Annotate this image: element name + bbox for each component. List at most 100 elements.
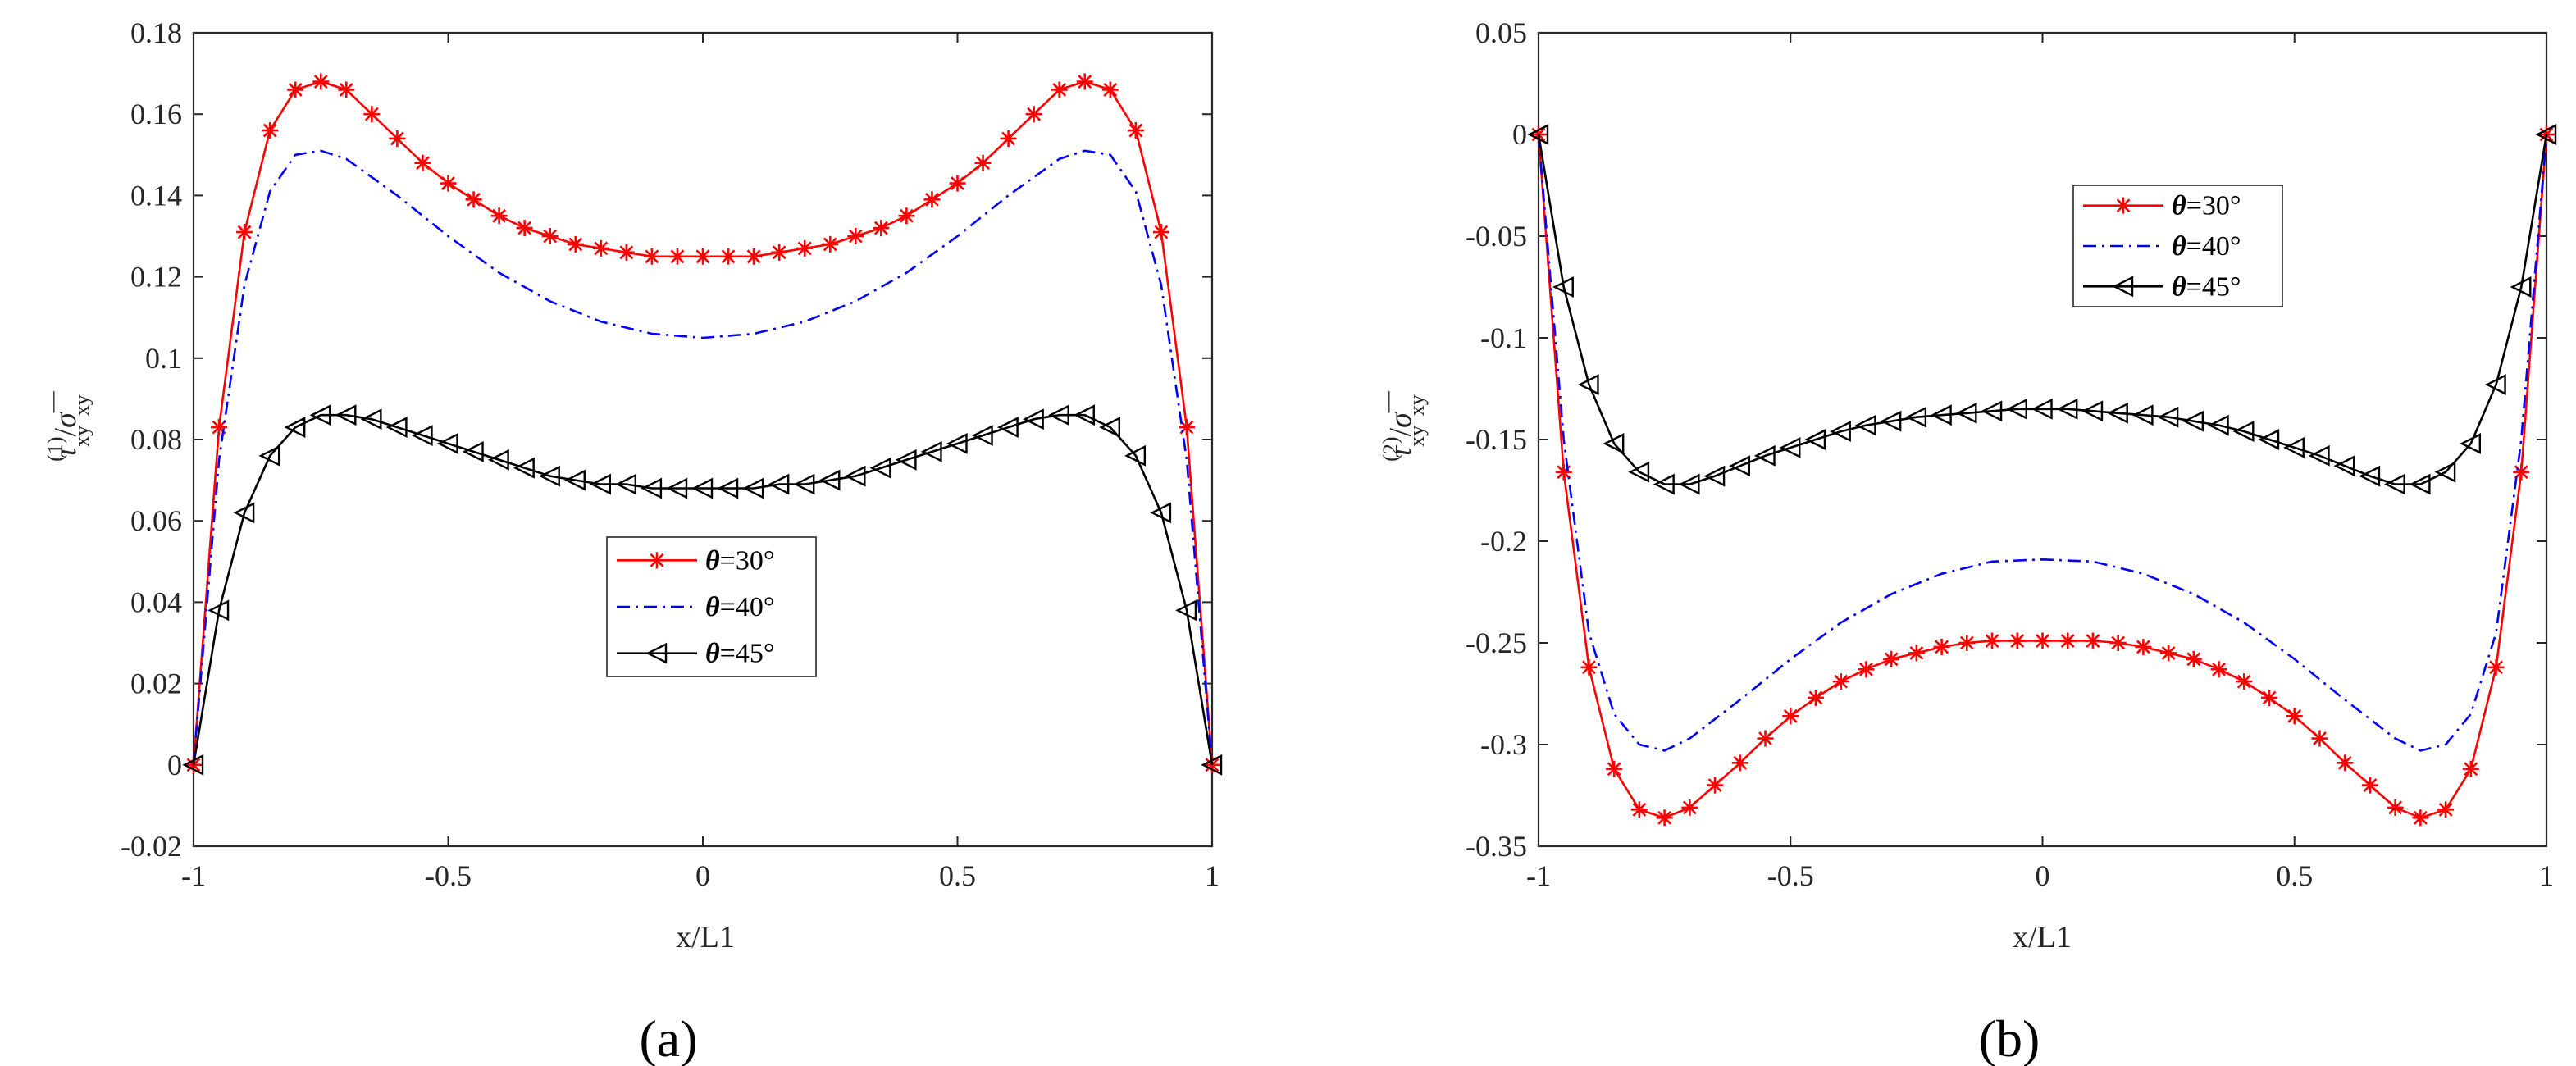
data-point-marker <box>360 408 382 430</box>
data-point-marker <box>1804 429 1826 450</box>
y-label-sub-b: xy <box>1405 426 1429 447</box>
data-point-marker <box>312 73 330 90</box>
y-tick-label: -0.35 <box>1466 830 1527 863</box>
data-point-marker <box>2258 429 2280 450</box>
data-point-marker <box>1552 276 1574 298</box>
data-point-marker <box>2182 410 2204 432</box>
data-point-marker <box>2513 463 2530 481</box>
y-tick-label: 0.16 <box>130 98 182 130</box>
data-point-marker <box>2359 465 2381 487</box>
data-point-marker <box>2006 398 2027 420</box>
y-tick-label: 0 <box>167 749 182 781</box>
data-point-marker <box>2031 398 2053 420</box>
data-point-marker <box>996 417 1019 439</box>
data-point-marker <box>974 154 992 171</box>
data-point-marker <box>2185 650 2202 667</box>
legend-label: θ=40° <box>2172 231 2241 262</box>
data-point-marker <box>1703 465 1726 487</box>
axes-box <box>1537 31 2548 848</box>
series-line-40 <box>192 149 1214 765</box>
legend-label: θ=45° <box>705 639 774 669</box>
data-point-marker <box>2056 398 2078 420</box>
data-point-marker <box>335 404 357 426</box>
data-point-marker <box>211 419 228 436</box>
data-point-marker <box>1908 645 1925 662</box>
legend-var: θ <box>2172 231 2186 262</box>
y-tick-label: 0.06 <box>130 504 182 537</box>
data-point-marker <box>2535 124 2557 145</box>
y-axis-label-a: τxy(1)/σ— xy <box>40 390 93 462</box>
data-point-marker <box>1933 638 1950 655</box>
data-point-marker <box>182 754 204 776</box>
y-axis-label-b: τxy(2)/σ— xy <box>1375 390 1429 462</box>
y-tick-label: -0.25 <box>1466 626 1527 659</box>
data-point-marker <box>796 239 814 257</box>
data-point-marker <box>818 469 841 491</box>
data-point-marker <box>462 440 484 462</box>
y-label-sup-b: (2) <box>1379 436 1402 461</box>
data-point-marker <box>2434 461 2456 483</box>
data-point-marker <box>2081 400 2104 422</box>
axes-box <box>192 31 1214 848</box>
data-point-marker <box>1981 400 2003 422</box>
data-point-marker <box>2210 661 2227 678</box>
data-point-marker <box>793 473 815 495</box>
data-point-marker <box>1603 433 1625 454</box>
legend: θ=30°θ=40°θ=45° <box>606 536 817 677</box>
data-point-marker <box>1048 404 1069 426</box>
data-point-marker <box>363 106 381 123</box>
data-point-marker <box>2109 635 2127 651</box>
data-point-marker <box>717 477 739 499</box>
data-point-marker <box>2510 276 2532 298</box>
y-tick-label: -0.1 <box>1480 321 1527 354</box>
data-point-marker <box>258 444 280 467</box>
data-point-marker <box>2361 777 2378 794</box>
legend-marker <box>2115 197 2131 214</box>
legend-label: θ=30° <box>705 545 774 576</box>
legend-value: =45° <box>2186 271 2241 302</box>
data-point-marker <box>490 207 508 225</box>
y-tick-label: 0.1 <box>145 342 182 375</box>
data-point-marker <box>1984 632 2001 649</box>
data-point-marker <box>1628 461 1650 483</box>
legend-value: =30° <box>2186 191 2241 221</box>
data-point-marker <box>2286 708 2303 725</box>
y-tick-label: -0.3 <box>1480 728 1527 761</box>
legend-label: θ=30° <box>2172 191 2241 221</box>
series-line-40 <box>1537 134 2548 752</box>
legend-marker <box>645 642 668 664</box>
data-point-marker <box>1731 754 1748 772</box>
data-point-marker <box>1880 410 1902 432</box>
data-point-marker <box>1201 754 1223 776</box>
data-point-marker <box>771 244 788 261</box>
data-point-marker <box>1753 444 1776 467</box>
data-point-marker <box>1527 124 1549 145</box>
data-point-marker <box>1025 106 1042 123</box>
data-point-marker <box>2308 444 2330 467</box>
data-point-marker <box>2311 730 2328 747</box>
legend-var: θ <box>705 639 720 669</box>
data-point-marker <box>1656 809 1673 827</box>
data-point-marker <box>1178 419 1195 436</box>
y-tick-label: -0.15 <box>1466 423 1527 456</box>
panel-label-a: (a) <box>639 1009 697 1066</box>
y-label-sup-a: (1) <box>43 436 67 461</box>
data-point-marker <box>414 154 431 171</box>
data-point-marker <box>1577 374 1599 395</box>
data-point-marker <box>691 477 714 499</box>
data-point-marker <box>1779 436 1801 458</box>
data-point-marker <box>1099 417 1120 439</box>
data-point-marker <box>2207 414 2229 436</box>
data-point-marker <box>1051 81 1068 98</box>
data-point-marker <box>1606 760 1623 777</box>
data-point-marker <box>440 175 457 192</box>
y-tick-label: 0.05 <box>1475 16 1527 49</box>
data-point-marker <box>1124 444 1147 467</box>
data-point-marker <box>1757 730 1774 747</box>
y-tick-label: 0.04 <box>130 585 182 618</box>
y-tick-label: 0.18 <box>130 16 182 49</box>
data-point-marker <box>898 207 915 225</box>
data-point-marker <box>262 122 279 139</box>
data-point-marker <box>920 440 942 462</box>
data-point-marker <box>1022 408 1044 430</box>
